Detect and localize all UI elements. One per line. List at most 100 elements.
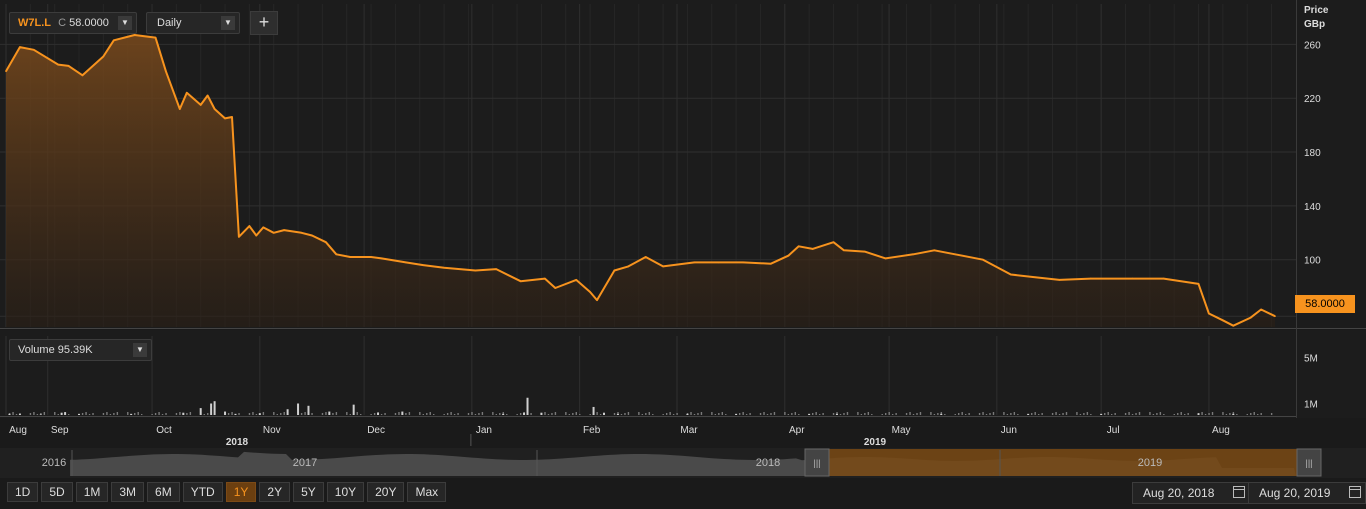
volume-baseline-bar (589, 414, 591, 415)
volume-baseline-bar (759, 413, 762, 415)
calendar-icon[interactable] (1233, 486, 1245, 498)
navigator[interactable]: ||| ||| 2016 2017 2018 2019 (0, 448, 1366, 478)
volume-baseline-bar (179, 412, 181, 415)
close-value: 58.0000 (69, 17, 109, 29)
range-button-5y[interactable]: 5Y (293, 482, 324, 502)
volume-baseline-bar (1128, 412, 1130, 415)
volume-baseline-bar (276, 414, 278, 415)
start-date-field[interactable]: Aug 20, 2018 (1132, 482, 1250, 504)
volume-baseline-bar (137, 412, 139, 415)
volume-select[interactable]: Volume 95.39K ▼ (9, 339, 152, 361)
price-point (554, 287, 557, 289)
volume-baseline-bar (547, 414, 550, 415)
volume-bar (1197, 413, 1200, 415)
range-button-5d[interactable]: 5D (41, 482, 73, 502)
price-point (300, 231, 303, 234)
volume-baseline-bar (787, 414, 790, 415)
volume-bar (502, 413, 505, 415)
volume-baseline-bar (565, 412, 567, 415)
volume-baseline-bar (12, 412, 14, 415)
price-point (81, 74, 84, 77)
volume-baseline-bar (638, 412, 640, 415)
range-button-20y[interactable]: 20Y (367, 482, 405, 502)
range-button-2y[interactable]: 2Y (259, 482, 291, 502)
price-point (495, 268, 498, 270)
volume-baseline-bar (1013, 412, 1016, 415)
range-button-6m[interactable]: 6M (147, 482, 180, 502)
volume-baseline-bar (1124, 413, 1127, 415)
volume-baseline-bar (1110, 414, 1113, 415)
grip-icon: ||| (813, 458, 820, 468)
range-button-1y[interactable]: 1Y (225, 482, 257, 502)
volume-bar (835, 413, 838, 415)
volume-bar (39, 414, 42, 415)
volume-baseline-bar (1037, 414, 1040, 415)
price-point (1260, 308, 1262, 311)
volume-baseline-bar (832, 413, 835, 415)
range-button-1m[interactable]: 1M (75, 482, 109, 502)
volume-bar (616, 413, 619, 415)
volume-bar (297, 403, 300, 415)
volume-baseline-bar (422, 414, 425, 415)
navigator-selected-range[interactable] (829, 449, 1297, 476)
chevron-down-icon[interactable]: ▼ (221, 16, 235, 30)
range-button-3m[interactable]: 3M (111, 482, 145, 502)
range-button-10y[interactable]: 10Y (326, 482, 365, 502)
volume-baseline-bar (349, 414, 351, 415)
add-indicator-button[interactable]: + (250, 11, 278, 35)
volume-chart: 1M 5M (0, 354, 1318, 417)
price-point (349, 256, 351, 258)
price-point (575, 279, 577, 281)
price-point (1197, 283, 1200, 285)
volume-baseline-bar (725, 414, 727, 415)
navigator-left-handle[interactable] (804, 448, 830, 477)
volume-baseline-bar (784, 412, 786, 415)
volume-baseline-bar (676, 413, 678, 415)
volume-baseline-bar (1104, 413, 1106, 415)
volume-baseline-bar (519, 413, 522, 415)
interval-select[interactable]: Daily ▼ (146, 12, 240, 34)
volume-baseline-bar (506, 414, 508, 415)
price-point (770, 262, 772, 265)
month-label: Feb (583, 425, 601, 436)
volume-bar (307, 405, 310, 415)
chevron-down-icon[interactable]: ▼ (133, 343, 147, 357)
volume-baseline-bar (227, 413, 230, 415)
volume-baseline-bar (335, 412, 338, 415)
volume-bar (8, 413, 11, 415)
navigator-right-handle[interactable] (1296, 448, 1322, 477)
volume-bar (18, 413, 21, 415)
end-date-field[interactable]: Aug 20, 2019 (1248, 482, 1366, 504)
symbol-select[interactable]: W7L.L C 58.0000 ▼ (9, 12, 137, 34)
volume-bar (401, 411, 404, 415)
volume-baseline-bar (690, 412, 692, 415)
volume-baseline-bar (968, 413, 970, 415)
volume-baseline-bar (697, 413, 699, 415)
volume-baseline-bar (67, 414, 70, 415)
chevron-down-icon[interactable]: ▼ (118, 16, 132, 30)
volume-baseline-bar (346, 412, 348, 415)
volume-baseline-bar (530, 413, 532, 415)
range-button-ytd[interactable]: YTD (182, 482, 223, 502)
volume-baseline-bar (1232, 412, 1235, 415)
range-selector: 1D 5D 1M 3M 6M YTD 1Y 2Y 5Y 10Y 20Y Max (7, 482, 447, 502)
price-point (912, 253, 915, 256)
volume-baseline-bar (57, 414, 59, 415)
volume-baseline-bar (992, 412, 995, 415)
volume-baseline-bar (405, 413, 407, 415)
price-point (742, 261, 744, 264)
price-point (422, 264, 425, 266)
range-button-1d[interactable]: 1D (7, 482, 39, 502)
volume-baseline-bar (1138, 412, 1141, 415)
volume-baseline-bar (1051, 413, 1054, 415)
volume-baseline-bar (113, 413, 115, 415)
volume-baseline-bar (88, 414, 91, 415)
calendar-icon[interactable] (1349, 486, 1361, 498)
volume-baseline-bar (811, 413, 814, 415)
navigator-year-label: 2016 (42, 457, 66, 469)
price-point (165, 70, 167, 73)
range-button-max[interactable]: Max (407, 482, 447, 502)
grip-icon: ||| (1305, 458, 1312, 468)
month-label: Jul (1107, 425, 1120, 436)
